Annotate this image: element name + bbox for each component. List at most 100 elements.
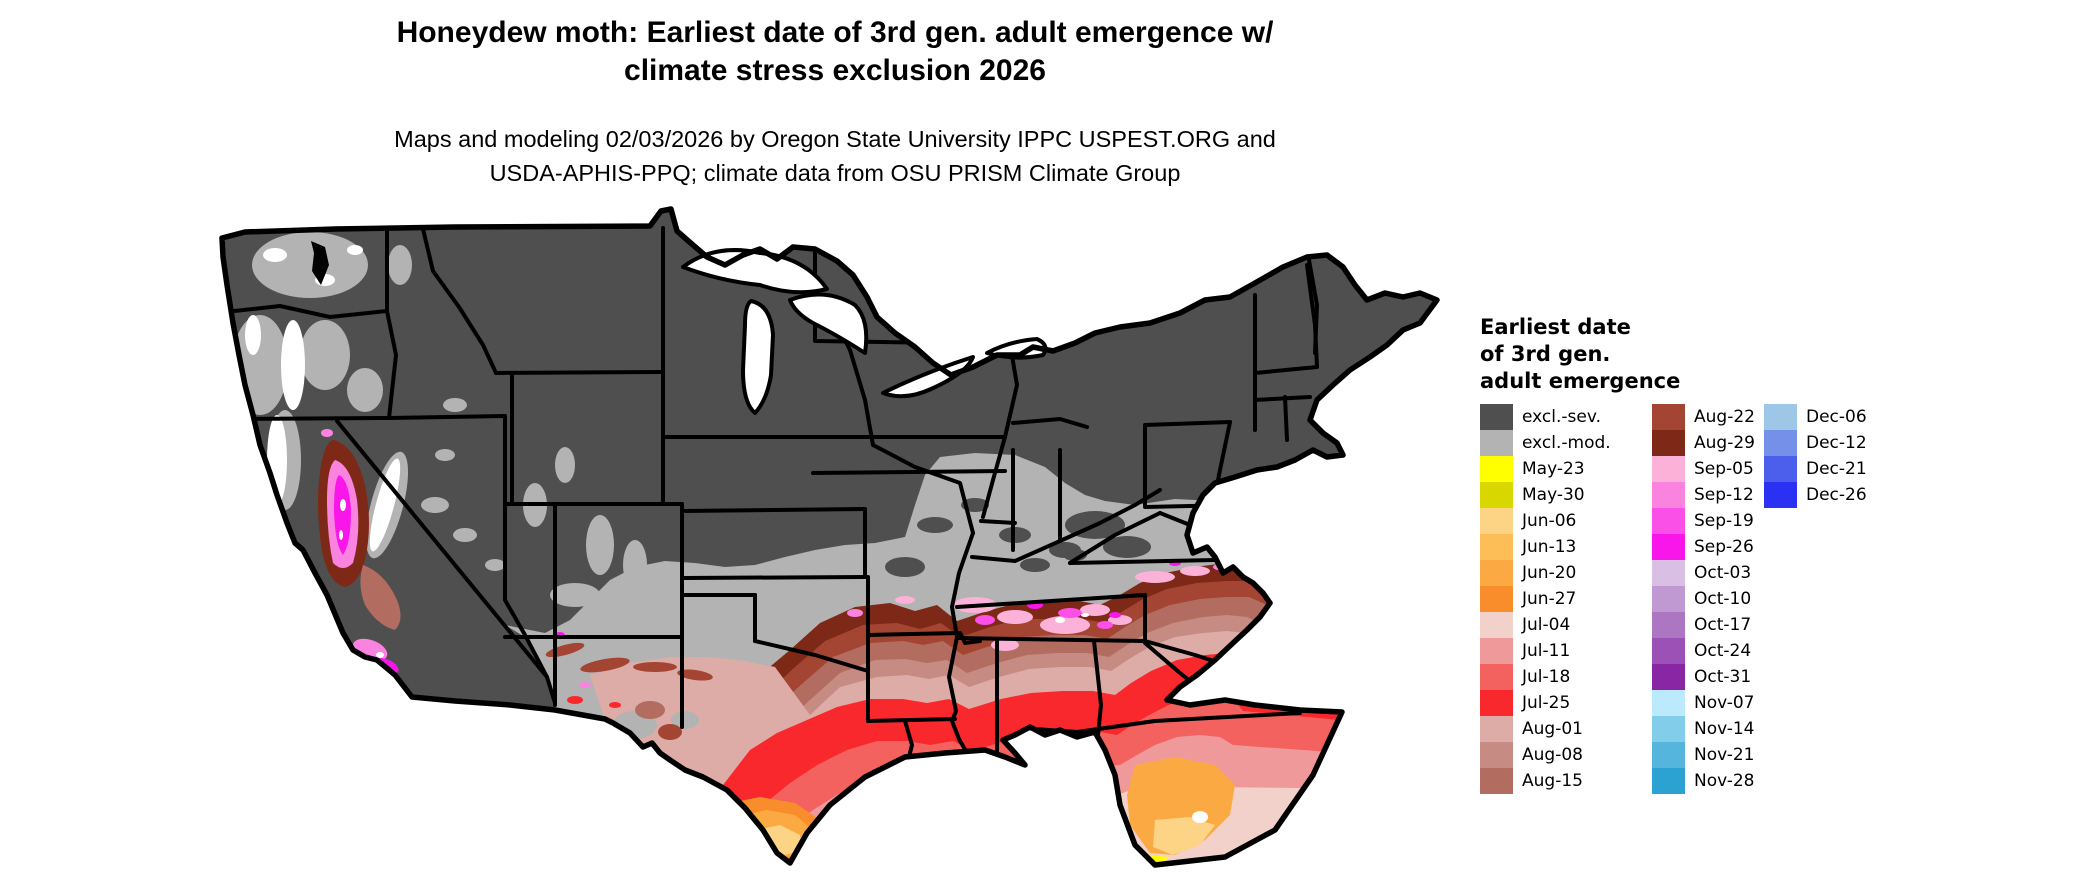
- legend-label: Sep-19: [1694, 511, 1754, 531]
- legend-entry: May-23: [1480, 456, 1652, 482]
- legend-swatch: [1652, 768, 1685, 794]
- legend-label: May-30: [1522, 485, 1585, 505]
- legend-swatch: [1480, 742, 1513, 768]
- legend-entry: Aug-15: [1480, 768, 1652, 794]
- legend-label: Jun-20: [1522, 563, 1577, 583]
- legend-entry: Dec-26: [1764, 482, 1867, 508]
- legend-label: Jul-25: [1522, 693, 1571, 713]
- legend-entry: Sep-05: [1652, 456, 1764, 482]
- legend-column-1: excl.-sev. excl.-mod. May-23 May-30 Jun-06 Ju…: [1480, 404, 1652, 794]
- legend-swatch: [1480, 404, 1513, 430]
- legend-label: Nov-28: [1694, 771, 1755, 791]
- lake-michigan: [741, 299, 775, 415]
- legend-swatch: [1652, 560, 1685, 586]
- legend-entry: May-30: [1480, 482, 1652, 508]
- legend-entry: Jul-04: [1480, 612, 1652, 638]
- legend-label: Aug-22: [1694, 407, 1755, 427]
- legend-entry: Jun-06: [1480, 508, 1652, 534]
- legend-swatch: [1480, 456, 1513, 482]
- legend-label: Oct-31: [1694, 667, 1752, 687]
- legend-label: Oct-24: [1694, 641, 1752, 661]
- title-line-1: Honeydew moth: Earliest date of 3rd gen.…: [396, 16, 1274, 49]
- legend-entry: Sep-19: [1652, 508, 1764, 534]
- legend-entry: Dec-12: [1764, 430, 1867, 456]
- legend-entry: Oct-31: [1652, 664, 1764, 690]
- legend-entry: excl.-mod.: [1480, 430, 1652, 456]
- legend-title-line-2: of 3rd gen.: [1480, 342, 1611, 366]
- legend-swatch: [1764, 430, 1797, 456]
- legend-entry: Nov-07: [1652, 690, 1764, 716]
- legend-entry: Oct-17: [1652, 612, 1764, 638]
- legend-entry: Jun-27: [1480, 586, 1652, 612]
- legend-column-2: Aug-22 Aug-29 Sep-05 Sep-12 Sep-19 Sep-26 Oct-…: [1652, 404, 1764, 794]
- legend-swatch: [1480, 716, 1513, 742]
- legend-label: Dec-06: [1806, 407, 1867, 427]
- legend-entry: Jul-11: [1480, 638, 1652, 664]
- legend-swatch: [1764, 482, 1797, 508]
- region-stx-gray: [707, 787, 733, 850]
- legend-entry: Jul-25: [1480, 690, 1652, 716]
- legend-swatch: [1652, 534, 1685, 560]
- legend-label: excl.-mod.: [1522, 433, 1611, 453]
- legend-swatch: [1652, 586, 1685, 612]
- legend-entry: Oct-03: [1652, 560, 1764, 586]
- legend-label: Oct-17: [1694, 615, 1752, 635]
- us-outline: [219, 206, 1440, 868]
- legend-swatch: [1480, 560, 1513, 586]
- legend-title-line-3: adult emergence: [1480, 369, 1681, 393]
- region-fl-jun06: [1153, 817, 1215, 855]
- legend-label: Sep-12: [1694, 485, 1754, 505]
- legend-swatch: [1652, 612, 1685, 638]
- subtitle-line-1: Maps and modeling 02/03/2026 by Oregon S…: [394, 126, 1276, 152]
- legend-swatch: [1652, 430, 1685, 456]
- legend-swatch: [1652, 716, 1685, 742]
- legend-entry: Aug-01: [1480, 716, 1652, 742]
- legend-columns: excl.-sev. excl.-mod. May-23 May-30 Jun-06 Ju…: [1480, 404, 1867, 794]
- legend-swatch: [1764, 404, 1797, 430]
- legend-label: Jun-13: [1522, 537, 1577, 557]
- region-s-sierra-brown: [360, 565, 401, 630]
- legend-entry: Aug-22: [1652, 404, 1764, 430]
- legend-swatch: [1652, 456, 1685, 482]
- legend-swatch: [1480, 534, 1513, 560]
- legend-label: Jul-11: [1522, 641, 1571, 661]
- legend-label: Jul-04: [1522, 615, 1571, 635]
- legend-swatch: [1480, 482, 1513, 508]
- legend-column-3: Dec-06 Dec-12 Dec-21 Dec-26: [1764, 404, 1867, 794]
- legend-title: Earliest date of 3rd gen. adult emergenc…: [1480, 314, 1867, 395]
- title-line-2: climate stress exclusion 2026: [624, 54, 1046, 87]
- legend-label: Dec-26: [1806, 485, 1867, 505]
- legend-entry: Nov-21: [1652, 742, 1764, 768]
- legend-entry: excl.-sev.: [1480, 404, 1652, 430]
- legend-label: Sep-05: [1694, 459, 1754, 479]
- legend-entry: Sep-12: [1652, 482, 1764, 508]
- legend-swatch: [1480, 430, 1513, 456]
- legend-swatch: [1652, 664, 1685, 690]
- legend-swatch: [1480, 690, 1513, 716]
- lake-huron: [788, 292, 869, 355]
- legend-swatch: [1652, 638, 1685, 664]
- legend-label: Nov-14: [1694, 719, 1755, 739]
- legend-label: Nov-21: [1694, 745, 1755, 765]
- map-title: Honeydew moth: Earliest date of 3rd gen.…: [0, 14, 1670, 90]
- legend-entry: Jun-20: [1480, 560, 1652, 586]
- legend-swatch: [1480, 768, 1513, 794]
- legend-entry: Dec-21: [1764, 456, 1867, 482]
- legend-label: Aug-15: [1522, 771, 1583, 791]
- subtitle-line-2: USDA-APHIS-PPQ; climate data from OSU PR…: [489, 160, 1181, 186]
- legend-swatch: [1652, 482, 1685, 508]
- legend: Earliest date of 3rd gen. adult emergenc…: [1480, 314, 1867, 794]
- legend-entry: Aug-08: [1480, 742, 1652, 768]
- region-central-valley-core: [334, 475, 351, 555]
- legend-swatch: [1652, 690, 1685, 716]
- legend-label: Sep-26: [1694, 537, 1754, 557]
- legend-entry: Nov-28: [1652, 768, 1764, 794]
- legend-swatch: [1480, 638, 1513, 664]
- legend-label: Jun-06: [1522, 511, 1577, 531]
- legend-title-line-1: Earliest date: [1480, 315, 1631, 339]
- legend-label: Aug-29: [1694, 433, 1755, 453]
- legend-swatch: [1764, 456, 1797, 482]
- legend-swatch: [1480, 664, 1513, 690]
- legend-entry: Dec-06: [1764, 404, 1867, 430]
- legend-label: Nov-07: [1694, 693, 1755, 713]
